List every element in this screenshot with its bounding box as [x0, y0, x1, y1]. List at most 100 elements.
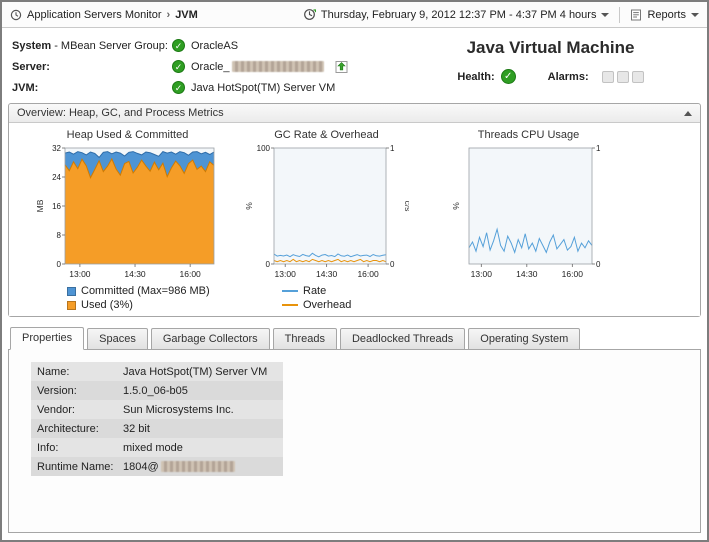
alarm-box-warning[interactable] — [631, 70, 644, 83]
alarm-box-critical[interactable] — [616, 70, 629, 83]
prop-label: Version: — [37, 384, 77, 397]
breadcrumb-root[interactable]: Application Servers Monitor — [27, 8, 162, 21]
jvm-status-ok-icon: ✓ — [172, 81, 185, 94]
svg-text:1: 1 — [390, 144, 395, 153]
server-value: Oracle_ — [191, 60, 230, 73]
reports-caret-icon[interactable] — [691, 13, 699, 17]
svg-text:0: 0 — [596, 260, 601, 269]
topbar-controls: Thursday, February 9, 2012 12:37 PM - 4:… — [303, 6, 699, 23]
time-range-icon[interactable] — [303, 8, 316, 21]
prop-label: Vendor: — [37, 403, 75, 416]
svg-text:24: 24 — [52, 173, 61, 182]
tab-deadlocked-threads[interactable]: Deadlocked Threads — [339, 328, 466, 350]
heap-chart: 0 8 16 24 32 13:00 14:30 16:00 MB — [35, 144, 215, 279]
time-range-caret-icon[interactable] — [601, 13, 610, 17]
table-row: Version: 1.5.0_06-b05 — [31, 381, 283, 400]
svg-text:%: % — [451, 202, 461, 210]
legend-label: Rate — [303, 285, 327, 297]
committed-swatch — [67, 286, 76, 296]
gc-chart-title: GC Rate & Overhead — [274, 129, 379, 141]
alarm-box-fatal[interactable] — [601, 70, 614, 83]
breadcrumb-current: JVM — [175, 8, 198, 21]
svg-text:c/s: c/s — [403, 201, 409, 212]
threads-chart-block: Threads CPU Usage 0 1 13:00 14:30 16:00% — [451, 129, 606, 312]
health-label: Health: — [457, 70, 495, 83]
svg-text:16:00: 16:00 — [180, 269, 202, 279]
prop-value: 1.5.0_06-b05 — [123, 384, 188, 397]
tab-garbage-collectors[interactable]: Garbage Collectors — [150, 328, 270, 350]
svg-text:13:00: 13:00 — [471, 269, 493, 279]
context-block: System - MBean Server Group: ✓ OracleAS … — [12, 35, 404, 98]
overview-panel: Overview: Heap, GC, and Process Metrics … — [8, 103, 701, 317]
prop-label: Name: — [37, 365, 70, 378]
system-label: System - MBean Server Group: — [12, 39, 168, 52]
reports-icon[interactable] — [630, 9, 642, 21]
prop-label: Info: — [37, 441, 59, 454]
server-status-ok-icon: ✓ — [172, 60, 185, 73]
prop-value: Sun Microsystems Inc. — [123, 403, 234, 416]
heap-chart-block: Heap Used & Committed 0 8 16 24 32 13:00 14:30… — [35, 129, 220, 312]
dashboard-icon — [10, 9, 22, 20]
svg-text:16: 16 — [52, 202, 61, 211]
collapse-panel-icon[interactable] — [684, 110, 692, 116]
svg-text:0: 0 — [390, 260, 395, 269]
page-title: Java Virtual Machine — [466, 38, 635, 57]
alarm-indicators — [599, 70, 644, 83]
table-row: Vendor: Sun Microsystems Inc. — [31, 400, 283, 419]
svg-text:0: 0 — [57, 260, 62, 269]
heap-chart-title: Heap Used & Committed — [66, 129, 189, 141]
prop-label: Architecture: — [37, 422, 99, 435]
legend-item: Committed (Max=986 MB) — [67, 284, 220, 298]
prop-label: Runtime Name: — [37, 460, 114, 473]
status-row: Health: ✓ Alarms: — [457, 69, 644, 84]
topbar-divider — [619, 6, 621, 23]
server-label: Server: — [12, 60, 50, 73]
system-status-ok-icon: ✓ — [172, 39, 185, 52]
server-name-redacted — [231, 61, 324, 72]
legend-item: Overhead — [282, 298, 409, 312]
table-row: Name: Java HotSpot(TM) Server VM — [31, 362, 283, 381]
tab-operating-system[interactable]: Operating System — [468, 328, 581, 350]
system-row: System - MBean Server Group: ✓ OracleAS — [12, 35, 404, 56]
svg-text:32: 32 — [52, 144, 61, 153]
prop-value: mixed mode — [123, 441, 183, 454]
detail-tabs-area: Properties Spaces Garbage Collectors Thr… — [8, 327, 701, 533]
svg-text:14:30: 14:30 — [316, 269, 338, 279]
title-block: Java Virtual Machine Health: ✓ Alarms: — [404, 35, 697, 98]
gc-legend: Rate Overhead — [282, 284, 409, 312]
table-row: Runtime Name: 1804@ — [31, 457, 283, 476]
alarms-label: Alarms: — [547, 70, 589, 83]
heap-legend: Committed (Max=986 MB) Used (3%) — [67, 284, 220, 312]
time-range-text[interactable]: Thursday, February 9, 2012 12:37 PM - 4:… — [320, 8, 597, 21]
tab-threads[interactable]: Threads — [272, 328, 337, 350]
used-swatch — [67, 300, 76, 310]
page-header: System - MBean Server Group: ✓ OracleAS … — [2, 28, 707, 101]
rate-swatch — [282, 290, 298, 292]
svg-text:1: 1 — [596, 144, 601, 153]
svg-text:100: 100 — [257, 144, 271, 153]
jvm-label: JVM: — [12, 81, 39, 94]
legend-label: Overhead — [303, 299, 352, 311]
legend-label: Committed (Max=986 MB) — [81, 285, 210, 297]
svg-text:0: 0 — [266, 260, 271, 269]
svg-text:16:00: 16:00 — [357, 269, 379, 279]
threads-cpu-chart: 0 1 13:00 14:30 16:00% — [451, 144, 601, 279]
overhead-swatch — [282, 304, 298, 306]
prop-value: 32 bit — [123, 422, 150, 435]
table-row: Architecture: 32 bit — [31, 419, 283, 438]
svg-text:14:30: 14:30 — [516, 269, 538, 279]
overview-panel-header: Overview: Heap, GC, and Process Metrics — [9, 104, 700, 123]
svg-text:MB: MB — [35, 199, 45, 212]
tab-properties[interactable]: Properties — [10, 327, 85, 350]
tab-spaces[interactable]: Spaces — [87, 328, 148, 350]
server-explore-icon[interactable] — [334, 59, 349, 74]
legend-item: Rate — [282, 284, 409, 298]
overview-title: Overview: Heap, GC, and Process Metrics — [17, 107, 224, 119]
svg-text:14:30: 14:30 — [124, 269, 146, 279]
reports-button[interactable]: Reports — [647, 8, 686, 21]
gc-chart-block: GC Rate & Overhead 0 100 0 1 13:00 14:30 16:00… — [244, 129, 409, 312]
gc-chart: 0 100 0 1 13:00 14:30 16:00% c/s — [244, 144, 409, 279]
tab-bar: Properties Spaces Garbage Collectors Thr… — [8, 327, 701, 350]
charts-row: Heap Used & Committed 0 8 16 24 32 13:00 14:30… — [9, 123, 700, 316]
